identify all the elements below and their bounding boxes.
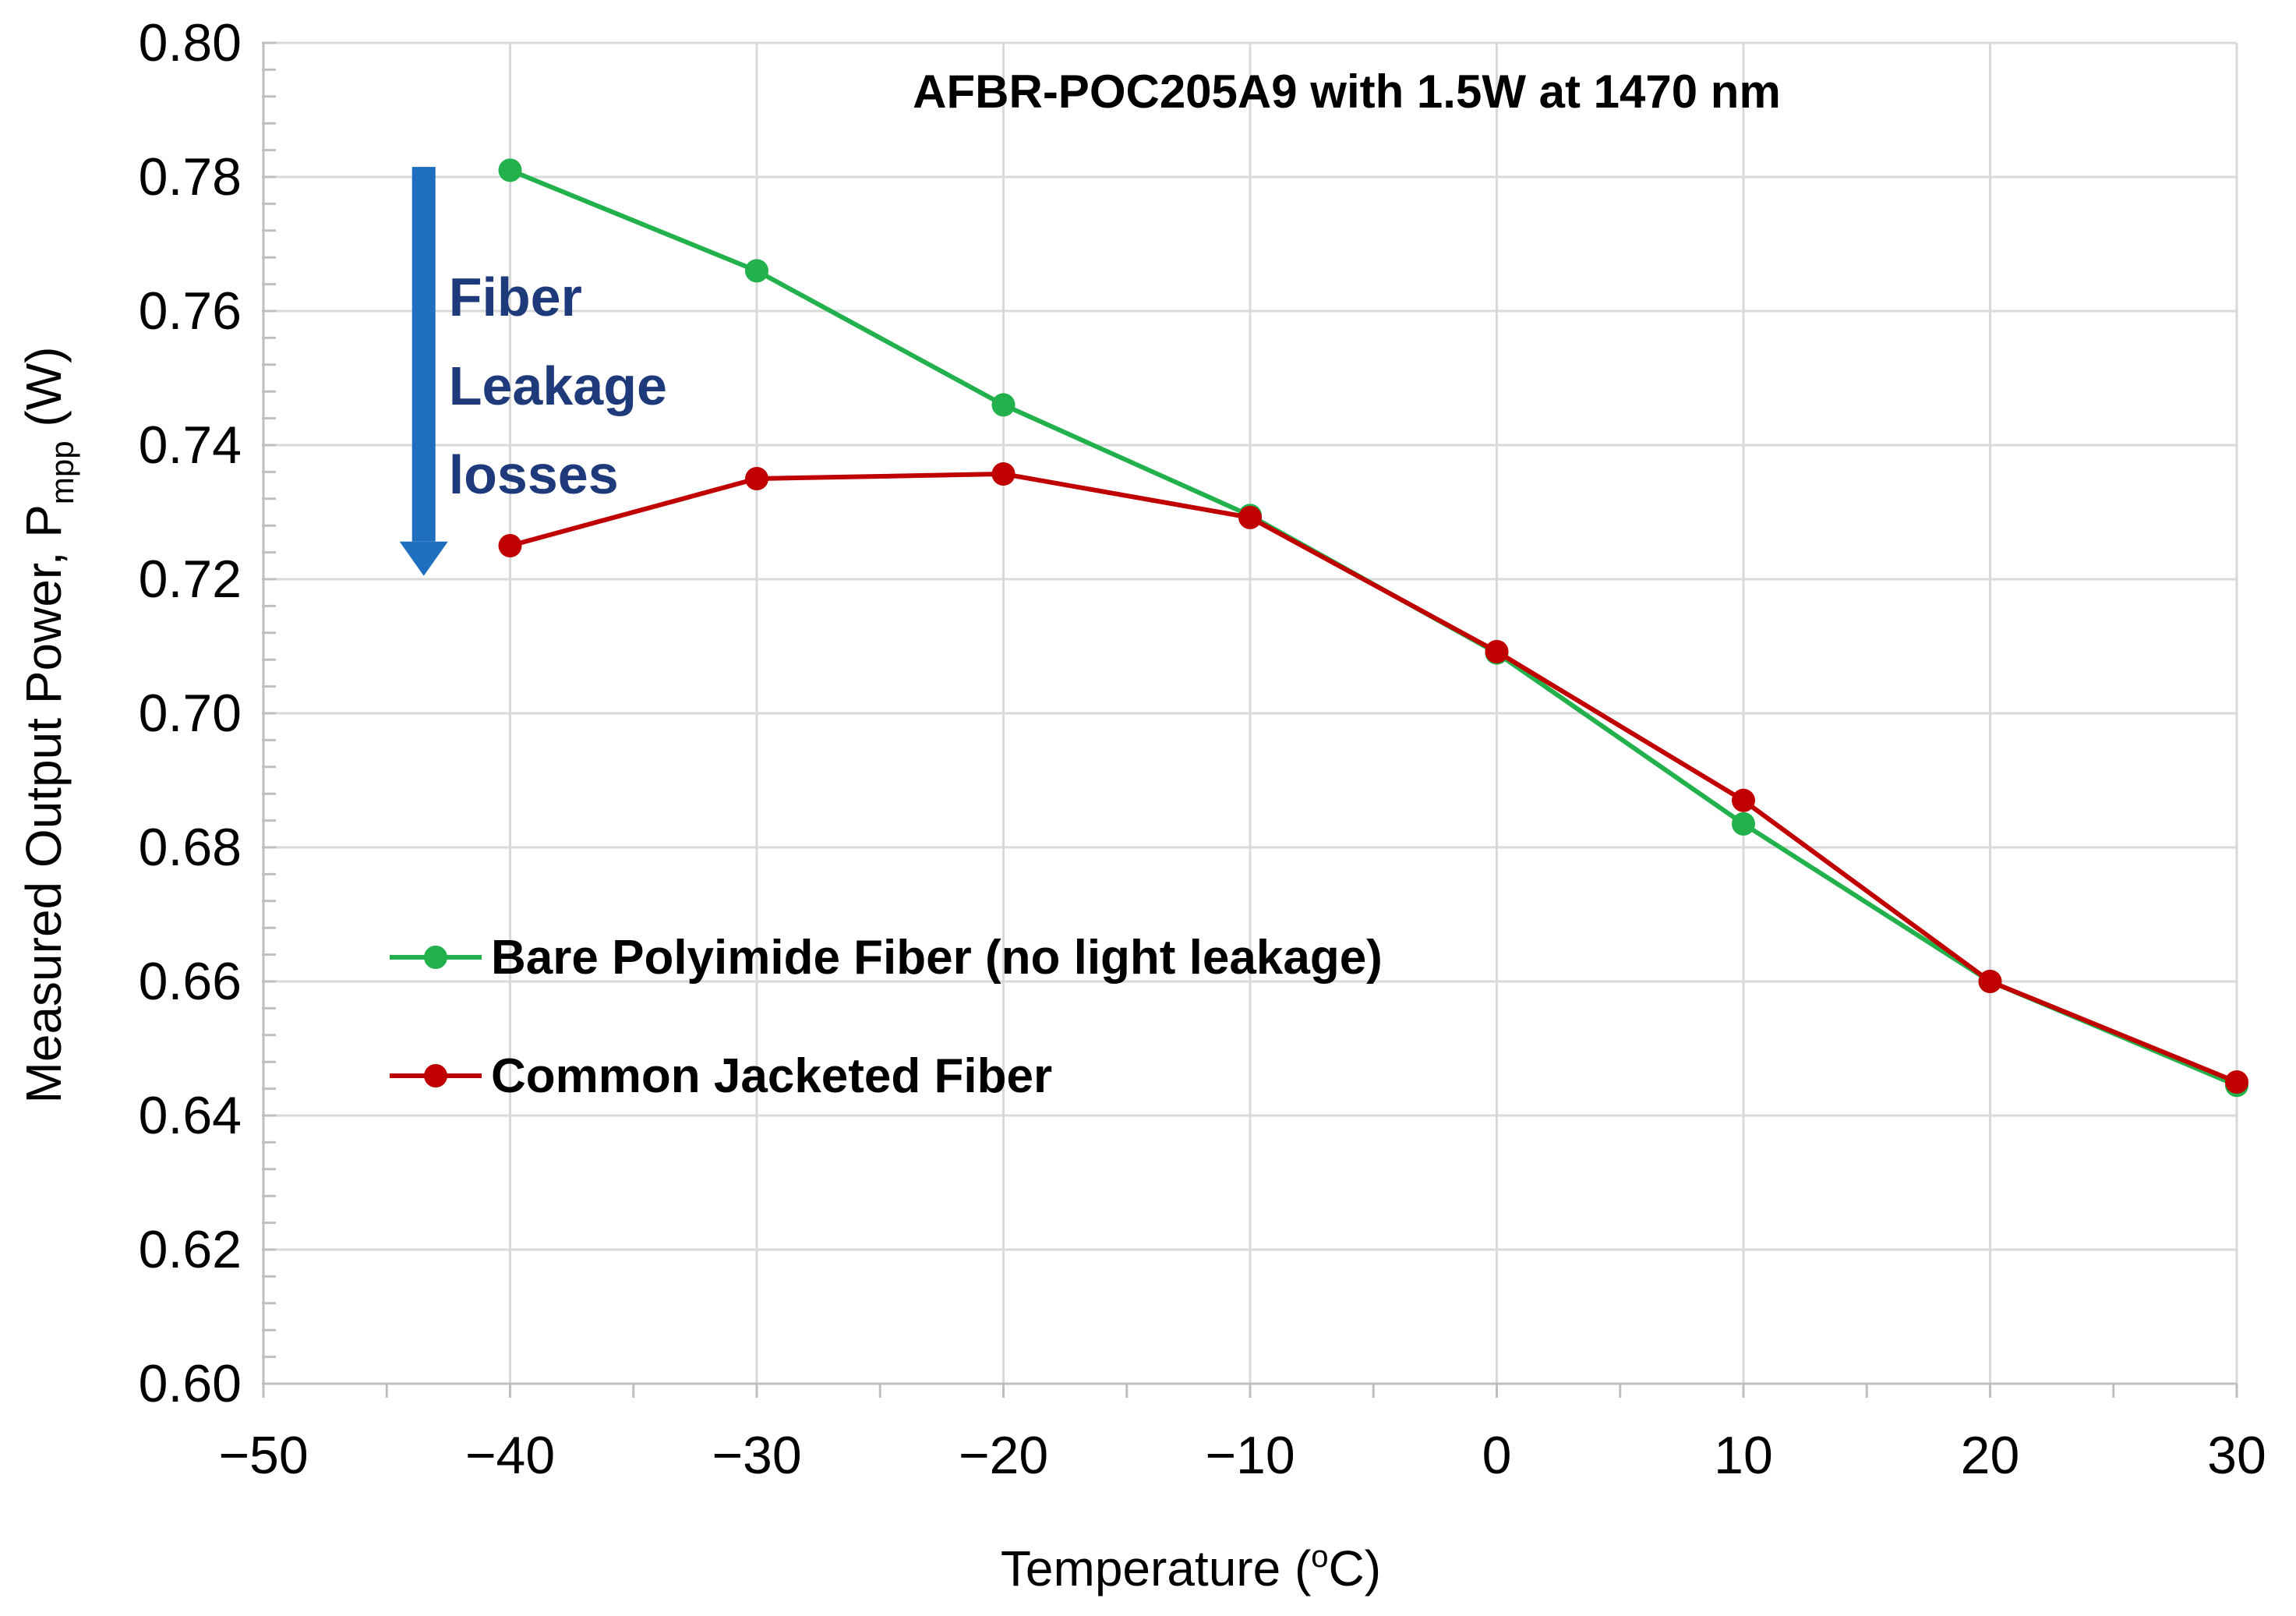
data-point — [1732, 788, 1755, 812]
y-tick-label: 0.76 — [139, 281, 242, 341]
y-tick-label: 0.70 — [139, 684, 242, 743]
data-point — [991, 393, 1016, 417]
x-tick-label: −50 — [218, 1426, 308, 1485]
arrow-shaft — [412, 167, 436, 542]
legend-label: Bare Polyimide Fiber (no light leakage) — [491, 931, 1383, 985]
y-tick-label: 0.78 — [139, 147, 242, 207]
axes: 0.60 0.62 0.64 0.66 0.68 0.70 0.72 0.74 0.76 0.78… — [139, 13, 2266, 1485]
x-axis-title-superscript: o — [1311, 1540, 1328, 1574]
arrow-head — [399, 541, 448, 576]
y-axis-title-subscript: mpp — [44, 440, 80, 504]
annotations: Fiber Leakage losses — [399, 167, 667, 576]
x-tick-label: 10 — [1714, 1426, 1773, 1485]
annotation-arrow — [399, 167, 448, 576]
data-point — [1238, 505, 1262, 529]
annotation-text-line: Fiber — [449, 267, 582, 327]
data-point — [2225, 1070, 2248, 1094]
data-point — [745, 259, 768, 283]
x-tick-label: −40 — [465, 1426, 555, 1485]
y-tick-label: 0.72 — [139, 550, 242, 609]
legend-marker — [424, 946, 447, 969]
y-tick-label: 0.66 — [139, 952, 242, 1011]
x-tick-label: −30 — [712, 1426, 801, 1485]
y-tick-label: 0.64 — [139, 1086, 242, 1145]
y-tick-label: 0.68 — [139, 818, 242, 877]
y-axis-title-tail: (W) — [16, 347, 72, 441]
series-line — [509, 471, 2238, 1084]
data-point — [1978, 970, 2002, 993]
legend-marker — [424, 1064, 447, 1087]
data-point — [498, 534, 522, 557]
x-tick-label: 0 — [1482, 1426, 1512, 1485]
series-2 — [498, 461, 2248, 1094]
y-tick-label: 0.62 — [139, 1220, 242, 1279]
y-tick-label: 0.80 — [139, 13, 242, 72]
series — [498, 158, 2248, 1098]
legend-item-1: Bare Polyimide Fiber (no light leakage) — [390, 931, 1383, 985]
x-axis-title-main: Temperature ( — [1001, 1540, 1311, 1597]
data-point — [498, 158, 522, 182]
annotation-text-line: Leakage — [449, 355, 667, 416]
y-axis-title-main: Measured Output Power, P — [16, 504, 72, 1103]
x-tick-label: −20 — [959, 1426, 1048, 1485]
x-tick-label: 30 — [2207, 1426, 2266, 1485]
x-axis-title-tail: C) — [1329, 1540, 1382, 1597]
x-tick-label: −10 — [1205, 1426, 1295, 1485]
data-point — [1485, 639, 1509, 663]
x-tick-label: 20 — [1961, 1426, 2020, 1485]
x-axis-title: Temperature (oC) — [1001, 1540, 1381, 1597]
legend: Bare Polyimide Fiber (no light leakage) C… — [390, 931, 1383, 1103]
y-axis-title: Measured Output Power, Pmpp (W) — [16, 347, 80, 1104]
chart-title: AFBR-POC205A9 with 1.5W at 1470 nm — [913, 65, 1781, 118]
data-point — [745, 467, 768, 490]
data-point — [1732, 812, 1755, 836]
legend-label: Common Jacketed Fiber — [491, 1049, 1052, 1103]
data-point — [991, 461, 1016, 486]
y-tick-label: 0.74 — [139, 415, 242, 475]
annotation-text-line: losses — [449, 444, 619, 505]
legend-item-2: Common Jacketed Fiber — [390, 1049, 1052, 1103]
y-tick-label: 0.60 — [139, 1354, 242, 1413]
